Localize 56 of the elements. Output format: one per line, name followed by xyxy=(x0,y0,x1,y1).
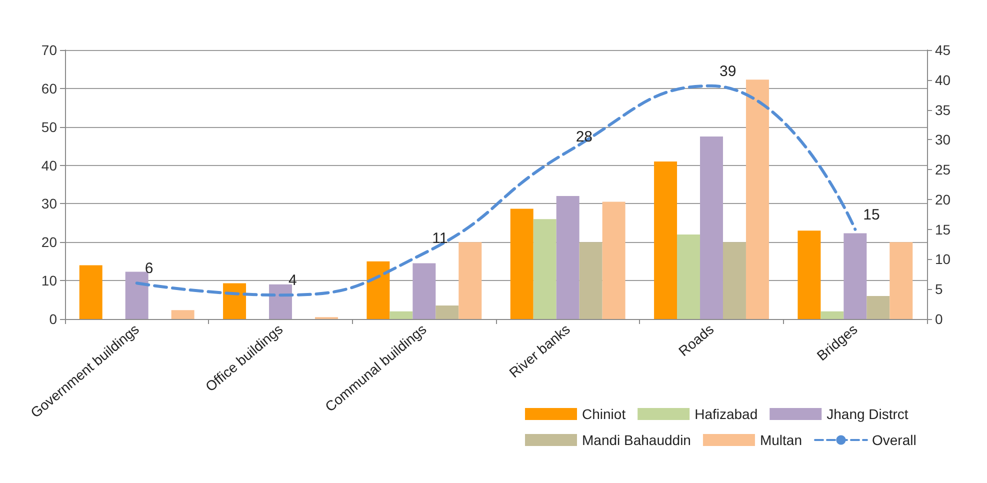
y-tick-label: 40 xyxy=(41,157,58,174)
legend-label: Hafizabad xyxy=(694,406,758,422)
y2-tick-label: 35 xyxy=(935,102,951,118)
y-tick-label: 0 xyxy=(49,311,58,327)
bar xyxy=(223,283,246,319)
bar xyxy=(579,242,602,319)
bar xyxy=(798,230,821,319)
legend-label: Mandi Bahauddin xyxy=(582,432,691,448)
bar xyxy=(533,219,556,319)
bar xyxy=(79,265,102,319)
y-tick-label: 70 xyxy=(41,42,58,58)
y2-tick-label: 0 xyxy=(935,311,943,327)
y2-tick-label: 45 xyxy=(935,42,951,58)
bar xyxy=(458,242,482,319)
bar xyxy=(366,261,390,319)
bar xyxy=(556,196,580,319)
data-label: 4 xyxy=(288,272,297,290)
bar xyxy=(269,284,292,319)
bar xyxy=(654,161,678,319)
y2-tick-label: 25 xyxy=(935,162,951,178)
data-label: 11 xyxy=(432,230,448,248)
bar xyxy=(602,202,626,319)
bar xyxy=(171,310,194,319)
y2-tick-label: 10 xyxy=(935,251,951,268)
data-label: 28 xyxy=(576,128,593,146)
bar xyxy=(412,263,436,319)
legend-label: Chiniot xyxy=(582,406,626,422)
y2-tick-label: 5 xyxy=(935,281,943,298)
bar xyxy=(746,80,769,319)
bar xyxy=(722,242,746,319)
legend-label: Jhang Distrct xyxy=(826,406,908,422)
y2-tick-label: 30 xyxy=(935,132,951,148)
y-tick-label: 10 xyxy=(41,272,58,289)
data-label: 15 xyxy=(863,206,880,224)
y-tick-label: 50 xyxy=(41,118,58,135)
data-label: 6 xyxy=(144,260,154,278)
line-series xyxy=(135,84,857,297)
y-tick-label: 20 xyxy=(41,234,58,250)
y-tick-label: 30 xyxy=(41,196,58,212)
bar xyxy=(866,296,890,319)
legend-label: Multan xyxy=(760,432,802,448)
y2-tick-label: 20 xyxy=(935,191,951,208)
y2-tick-label: 15 xyxy=(935,221,951,238)
bar xyxy=(125,272,148,319)
bar xyxy=(677,234,700,319)
bar xyxy=(844,233,867,319)
bar xyxy=(436,306,459,319)
bar xyxy=(820,311,844,319)
bar xyxy=(890,242,913,319)
y2-tick-label: 40 xyxy=(935,72,951,88)
bar xyxy=(390,311,413,319)
bar xyxy=(700,136,723,319)
y-tick-label: 60 xyxy=(41,80,58,96)
data-label: 39 xyxy=(720,62,736,80)
bar xyxy=(510,208,534,319)
legend-label: Overall xyxy=(872,432,916,448)
